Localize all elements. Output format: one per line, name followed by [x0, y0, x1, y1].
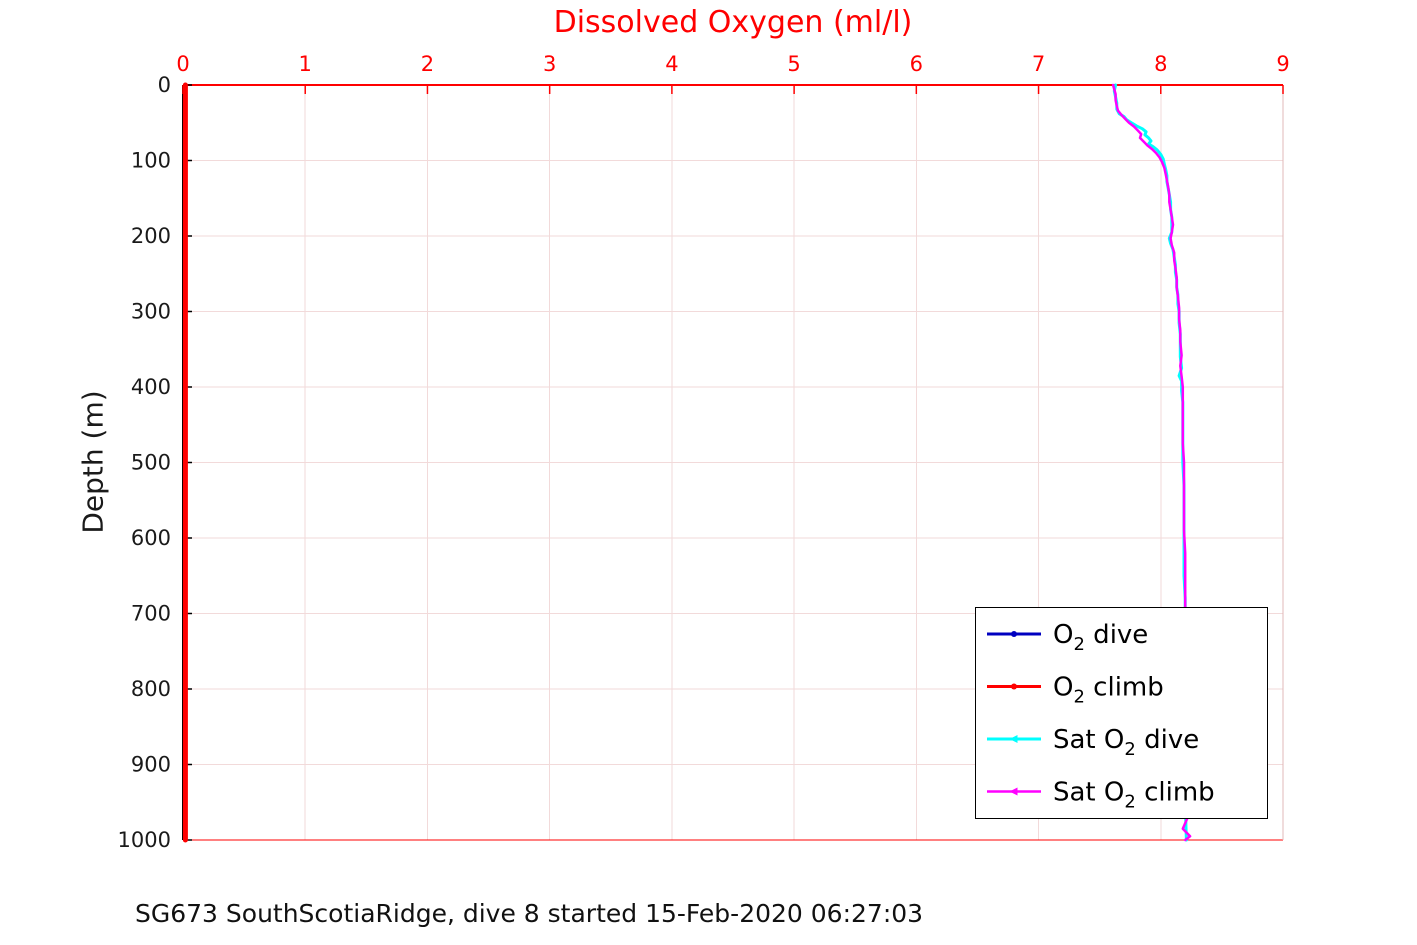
- y-tick-label: 200: [131, 224, 171, 248]
- legend-label: O2 climb: [1053, 673, 1164, 708]
- x-tick-label: 3: [543, 52, 556, 76]
- legend-entry: O2 climb: [987, 673, 1164, 708]
- legend-entry: Sat O2 dive: [987, 725, 1199, 760]
- y-tick-label: 600: [131, 526, 171, 550]
- y-tick-label: 100: [131, 149, 171, 173]
- legend-box: [975, 607, 1268, 819]
- y-tick-label: 500: [131, 451, 171, 475]
- x-tick-label: 4: [665, 52, 678, 76]
- legend-entry: Sat O2 climb: [987, 778, 1215, 813]
- x-tick-label: 9: [1276, 52, 1289, 76]
- y-tick-label: 400: [131, 375, 171, 399]
- y-tick-label: 1000: [118, 828, 171, 852]
- x-axis: 0 1 2 3 4 5 6 7 8 9: [176, 52, 1290, 94]
- legend-label: Sat O2 climb: [1053, 778, 1215, 813]
- y-tick-label: 700: [131, 602, 171, 626]
- x-tick-label: 8: [1154, 52, 1167, 76]
- legend-label: Sat O2 dive: [1053, 725, 1199, 760]
- legend: O2 dive O2 climb Sat O2 dive Sat O2 climb: [975, 607, 1268, 819]
- x-tick-label: 0: [176, 52, 189, 76]
- legend-marker: [1011, 631, 1017, 637]
- x-tick-label: 6: [910, 52, 923, 76]
- x-tick-label: 5: [787, 52, 800, 76]
- y-axis: 0 100 200 300 400 500 600 700 800 900 1000: [118, 73, 192, 852]
- x-tick-label: 1: [299, 52, 312, 76]
- legend-entry: O2 dive: [987, 620, 1148, 655]
- legend-marker: [1009, 787, 1018, 796]
- legend-marker: [1011, 683, 1017, 690]
- legend-marker: [1009, 735, 1018, 743]
- y-axis-label: Depth (m): [76, 390, 110, 534]
- y-tick-label: 0: [158, 73, 171, 97]
- y-tick-label: 900: [131, 753, 171, 777]
- legend-label: O2 dive: [1053, 620, 1148, 655]
- x-tick-label: 7: [1032, 52, 1045, 76]
- x-tick-label: 2: [421, 52, 434, 76]
- chart-title: Dissolved Oxygen (ml/l): [553, 5, 913, 40]
- y-tick-label: 800: [131, 677, 171, 701]
- figure-caption: SG673 SouthScotiaRidge, dive 8 started 1…: [135, 899, 924, 928]
- y-tick-label: 300: [131, 300, 171, 324]
